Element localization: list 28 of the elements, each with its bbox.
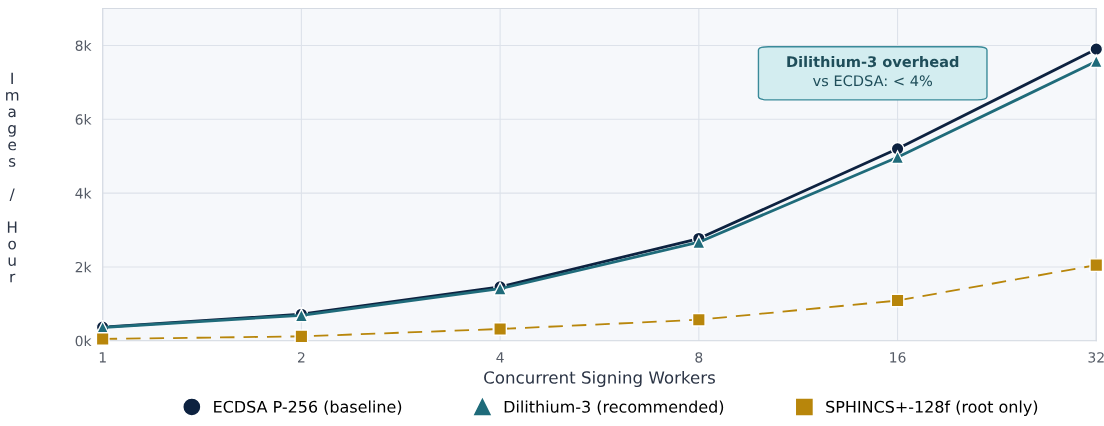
y-tick-label: 0k [75, 335, 92, 347]
x-tick-label: 2 [297, 352, 305, 363]
point [95, 332, 110, 346]
point [1089, 54, 1104, 69]
x-tick-label: 1 [99, 352, 106, 363]
y-tick-label: 2k [75, 261, 92, 273]
legend-label: Dilithium-3 (recommended) [504, 400, 724, 415]
x-tick-label: 32 [1088, 352, 1104, 363]
annotation: Dilithium-3 overhead [787, 55, 959, 68]
y-tick-label: 6k [75, 114, 92, 125]
annotation: vs ECDSA: < 4% [813, 75, 933, 87]
point [890, 150, 905, 165]
point [1089, 42, 1104, 57]
point [890, 293, 905, 308]
x-tick-label: 8 [695, 352, 703, 363]
x-axis-title: Concurrent Signing Workers [484, 370, 715, 388]
legend-label: SPHINCS+-128f (root only) [826, 400, 1038, 416]
x-tick-label: 4 [496, 352, 504, 363]
point [691, 235, 706, 250]
y-tick-label: 4k [75, 187, 92, 199]
legend-label: ECDSA P-256 (baseline) [214, 400, 402, 415]
y-tick-label: 8k [75, 40, 92, 51]
point [294, 329, 309, 344]
point [1089, 258, 1104, 273]
text: Images / Hour [6, 72, 19, 283]
point [691, 312, 706, 327]
x-tick-label: 16 [890, 352, 906, 363]
point [493, 322, 508, 336]
